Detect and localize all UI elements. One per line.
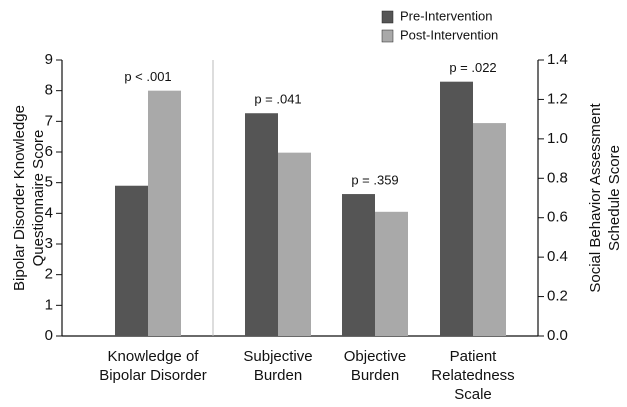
y2-axis-title: Schedule Score (606, 145, 623, 251)
x-tick-label: Objective (344, 348, 407, 365)
bar (342, 194, 375, 336)
y-tick-label: 7 (45, 112, 53, 129)
y2-tick-label: 1.0 (547, 130, 568, 147)
bar (245, 113, 278, 336)
y-tick-label: 8 (45, 82, 53, 99)
x-tick-label: Burden (254, 367, 302, 384)
annotation: p = .359 (351, 172, 398, 187)
bar (278, 152, 311, 336)
x-tick-label: Relatedness (431, 367, 514, 384)
annotation: p < .001 (124, 69, 171, 84)
bar (115, 185, 148, 336)
y2-tick-label: 0.2 (547, 288, 568, 305)
x-tick-label: Patient (450, 348, 498, 365)
annotation: p = .022 (449, 60, 496, 75)
x-tick-label: Scale (454, 386, 492, 403)
y-tick-label: 3 (45, 235, 53, 252)
y2-tick-label: 0.4 (547, 248, 568, 265)
legend-swatch (381, 29, 394, 43)
legend-swatch (381, 10, 394, 24)
y-tick-label: 4 (45, 204, 53, 221)
x-tick-label: Bipolar Disorder (99, 367, 207, 384)
x-tick-label: Knowledge of (108, 348, 200, 365)
y-tick-label: 9 (45, 51, 53, 68)
y-axis-title: Bipolar Disorder Knowledge (11, 105, 28, 291)
y2-tick-label: 0.6 (547, 209, 568, 226)
y-tick-label: 5 (45, 174, 53, 191)
y2-tick-label: 1.4 (547, 51, 568, 68)
y-tick-label: 6 (45, 143, 53, 160)
y2-tick-label: 1.2 (547, 90, 568, 107)
bar (375, 211, 408, 336)
annotation: p = .041 (254, 92, 301, 107)
y2-tick-label: 0.0 (547, 327, 568, 344)
bar (148, 90, 181, 337)
y2-axis-title: Social Behavior Assessment (587, 103, 604, 293)
y-tick-label: 2 (45, 266, 53, 283)
legend-label: Post-Intervention (400, 27, 498, 42)
bar (473, 123, 506, 336)
y-axis-title: Questionnaire Score (30, 130, 47, 267)
bar (440, 81, 473, 336)
x-tick-label: Subjective (243, 348, 312, 365)
y-tick-label: 0 (45, 327, 53, 344)
x-tick-label: Burden (351, 367, 399, 384)
y2-tick-label: 0.8 (547, 169, 568, 186)
y-tick-label: 1 (45, 296, 53, 313)
legend-label: Pre-Intervention (400, 8, 493, 23)
